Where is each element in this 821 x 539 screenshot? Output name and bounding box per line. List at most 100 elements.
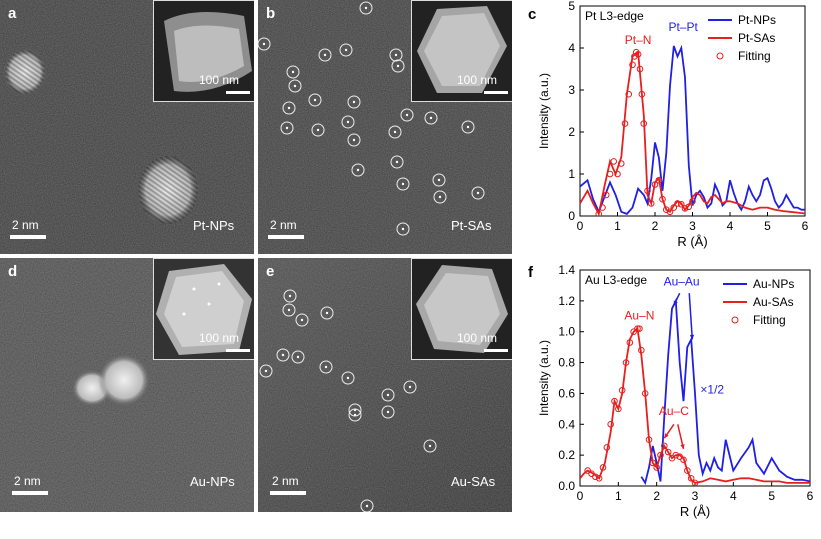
y-tick-label: 1 — [568, 167, 575, 181]
chart-title: Pt L3-edge — [585, 9, 644, 23]
y-axis-label: Intensity (a.u.) — [537, 340, 551, 416]
single-atom-dot — [264, 369, 268, 373]
single-atom-dot — [288, 294, 292, 298]
single-atom-marker — [390, 155, 404, 169]
single-atom-dot — [401, 182, 405, 186]
fitting-point — [685, 203, 693, 211]
x-axis-label: R (Å) — [680, 504, 710, 519]
annotation: Au–C — [659, 404, 689, 418]
single-atom-dot — [386, 393, 390, 397]
chart-c-svg: 0 1 2 3 4 5 6 0 1 2 3 4 5 R (Å) Intensity (a.u.) Pt L3-… — [537, 0, 809, 249]
single-atom-marker — [276, 348, 290, 362]
single-atom-marker — [433, 190, 447, 204]
scale-text-e: 2 nm — [272, 474, 299, 488]
y-tick-label: 0.0 — [558, 479, 575, 493]
x-tick-label: 3 — [689, 219, 696, 233]
single-atom-marker — [347, 133, 361, 147]
panel-label-f: f — [528, 264, 533, 281]
single-atom-marker — [341, 115, 355, 129]
inset-image-b: 100 nm — [411, 0, 512, 102]
y-tick-label: 2 — [568, 125, 575, 139]
single-atom-dot — [437, 178, 441, 182]
inset-scale-text-d: 100 nm — [199, 331, 240, 345]
fitting-point — [659, 195, 666, 203]
legend-entry: Fitting — [738, 49, 771, 63]
annotation-arrow — [688, 293, 694, 340]
fitting-point — [636, 325, 643, 332]
single-atom-marker — [341, 371, 355, 385]
annotation: Pt–Pt — [668, 20, 698, 34]
sample-tag-a: Pt-NPs — [193, 218, 235, 233]
x-tick-label: 1 — [614, 219, 621, 233]
fitting-point — [622, 359, 630, 366]
single-atom-marker — [280, 121, 294, 135]
single-atom-dot — [476, 191, 480, 195]
fitting-point — [677, 200, 685, 208]
scale-bar-a — [10, 235, 46, 239]
y-tick-label: 5 — [568, 0, 575, 13]
panel-e: 100 nm e Au-SAs 2 nm — [258, 258, 512, 512]
y-tick-label: 4 — [568, 41, 575, 55]
single-atom-marker — [288, 79, 302, 93]
x-tick-label: 4 — [727, 219, 734, 233]
single-atom-dot — [364, 6, 368, 10]
single-atom-marker — [400, 108, 414, 122]
arrow-head — [689, 334, 695, 340]
y-tick-label: 0 — [568, 209, 575, 223]
chart-c: c 0 1 2 3 4 5 6 0 1 2 3 4 5 R (Å) Intensity (a.u.) Pt L… — [518, 0, 821, 258]
inset-scale-bar-a — [226, 91, 250, 94]
single-atom-marker — [359, 1, 373, 15]
single-atom-dot — [316, 128, 320, 132]
y-tick-label: 3 — [568, 83, 575, 97]
single-atom-dot — [285, 126, 289, 130]
inset-image-e: 100 nm — [411, 258, 512, 360]
single-atom-marker — [360, 499, 374, 512]
x-tick-label: 2 — [653, 489, 660, 503]
fitting-point — [602, 191, 610, 199]
fitting-point — [599, 204, 606, 211]
single-atom-dot — [262, 42, 266, 46]
fitting-point — [651, 181, 659, 188]
x-tick-label: 0 — [577, 219, 584, 233]
fitting-point — [611, 397, 618, 405]
single-atom-dot — [466, 125, 470, 129]
annotation: ×1/2 — [700, 382, 724, 396]
single-atom-marker — [391, 59, 405, 73]
scale-bar-d — [12, 491, 48, 495]
inset-scale-text-b: 100 nm — [457, 73, 498, 87]
single-atom-dot — [325, 311, 329, 315]
single-atom-dot — [296, 355, 300, 359]
fitting-point — [595, 210, 603, 216]
fitting-point — [666, 208, 674, 216]
fitting-point — [636, 65, 644, 73]
single-atom-dot — [396, 64, 400, 68]
annotation: Au–Au — [664, 274, 700, 288]
single-atom-dot — [346, 376, 350, 380]
fitting-point — [617, 160, 625, 167]
single-atom-dot — [313, 98, 317, 102]
fitting-point — [680, 456, 687, 464]
y-tick-label: 0.8 — [558, 356, 575, 370]
fitting-point — [634, 51, 642, 58]
y-tick-label: 1.4 — [558, 263, 575, 277]
fitting-point — [689, 198, 696, 205]
fitting-point — [649, 459, 657, 467]
single-atom-marker — [348, 408, 362, 422]
single-atom-dot — [429, 116, 433, 120]
inset-scale-text-a: 100 nm — [199, 73, 240, 87]
single-atom-marker — [381, 405, 395, 419]
single-atom-dot — [365, 504, 369, 508]
single-atom-marker — [381, 388, 395, 402]
series-line-pt-sas — [580, 50, 805, 216]
chart-title: Au L3-edge — [585, 273, 647, 287]
single-atom-dot — [323, 53, 327, 57]
single-atom-marker — [389, 48, 403, 62]
panel-label-e: e — [266, 263, 275, 280]
single-atom-marker — [318, 48, 332, 62]
scale-bar-b — [268, 235, 304, 239]
fitting-point — [599, 464, 607, 471]
fitting-point — [641, 390, 649, 397]
fitting-point — [640, 120, 648, 127]
panel-label-c: c — [528, 6, 537, 23]
